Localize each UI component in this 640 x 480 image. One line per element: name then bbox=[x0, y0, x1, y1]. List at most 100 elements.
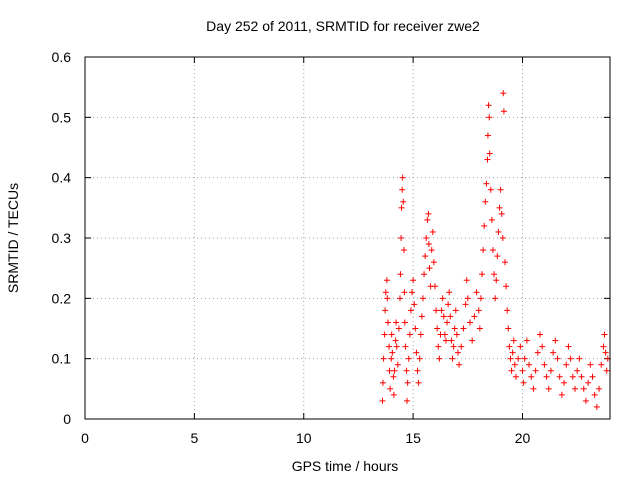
data-point bbox=[495, 228, 502, 235]
data-point bbox=[600, 343, 607, 350]
data-point bbox=[398, 235, 405, 241]
data-point bbox=[418, 313, 425, 320]
data-point bbox=[404, 397, 410, 404]
data-point bbox=[390, 373, 397, 380]
chart-title: Day 252 of 2011, SRMTID for receiver zwe… bbox=[206, 18, 480, 34]
data-point bbox=[558, 391, 565, 398]
data-point bbox=[379, 379, 386, 386]
data-point bbox=[388, 355, 395, 362]
data-point bbox=[602, 349, 609, 356]
data-point bbox=[381, 331, 388, 338]
data-point bbox=[444, 319, 451, 326]
data-point bbox=[469, 337, 476, 344]
data-point bbox=[386, 367, 393, 374]
data-point bbox=[601, 331, 608, 338]
data-point bbox=[467, 319, 473, 326]
data-point bbox=[574, 367, 581, 374]
data-point bbox=[545, 385, 552, 392]
y-tick-label: 0.3 bbox=[52, 230, 72, 246]
data-point bbox=[537, 331, 543, 338]
data-point bbox=[411, 301, 418, 308]
x-tick-label: 0 bbox=[81, 430, 89, 446]
data-point bbox=[399, 186, 406, 193]
data-point bbox=[505, 325, 512, 332]
data-point bbox=[430, 259, 437, 266]
data-point bbox=[523, 337, 530, 344]
data-point bbox=[450, 343, 457, 350]
data-point bbox=[384, 295, 391, 302]
data-point bbox=[392, 337, 399, 344]
data-point bbox=[500, 90, 507, 97]
data-point bbox=[417, 331, 424, 338]
data-point bbox=[383, 277, 390, 284]
data-point bbox=[587, 361, 594, 368]
data-point bbox=[561, 379, 568, 386]
data-point bbox=[483, 180, 490, 187]
data-point bbox=[486, 150, 493, 157]
data-point bbox=[515, 355, 522, 362]
data-point bbox=[410, 277, 417, 284]
data-point bbox=[476, 325, 483, 332]
data-point bbox=[603, 367, 610, 374]
data-point bbox=[567, 355, 574, 362]
data-point bbox=[406, 331, 413, 338]
y-tick-label: 0.2 bbox=[52, 290, 72, 306]
data-point bbox=[432, 283, 438, 290]
data-point bbox=[456, 361, 463, 368]
data-point bbox=[439, 295, 446, 302]
data-point bbox=[598, 361, 605, 368]
y-tick-label: 0.4 bbox=[52, 170, 72, 186]
data-point bbox=[539, 343, 546, 350]
data-point bbox=[496, 204, 503, 211]
data-point bbox=[446, 289, 453, 296]
data-point bbox=[511, 361, 518, 368]
data-point bbox=[391, 367, 398, 374]
data-point bbox=[591, 391, 598, 398]
data-point bbox=[526, 361, 533, 368]
data-point bbox=[442, 337, 449, 344]
data-point bbox=[463, 277, 470, 284]
data-point bbox=[460, 325, 467, 332]
data-point bbox=[454, 349, 461, 356]
data-point bbox=[475, 307, 482, 314]
data-point bbox=[448, 337, 455, 344]
data-point bbox=[428, 247, 435, 254]
data-point bbox=[552, 337, 559, 344]
data-point bbox=[419, 295, 426, 302]
data-point bbox=[503, 283, 510, 290]
data-point bbox=[400, 247, 407, 254]
data-point bbox=[530, 385, 537, 392]
data-point bbox=[487, 186, 494, 193]
data-point bbox=[400, 198, 407, 205]
data-point bbox=[398, 204, 405, 211]
data-point bbox=[563, 361, 570, 368]
data-point bbox=[434, 325, 441, 332]
data-point bbox=[492, 295, 499, 302]
data-point bbox=[382, 289, 389, 296]
data-point bbox=[484, 156, 491, 163]
data-point bbox=[480, 247, 487, 254]
data-point bbox=[394, 361, 401, 368]
y-tick-label: 0.1 bbox=[52, 351, 72, 367]
data-point bbox=[532, 367, 539, 374]
data-point bbox=[493, 277, 500, 284]
data-point bbox=[449, 355, 456, 362]
data-point bbox=[405, 355, 412, 362]
data-point bbox=[569, 373, 576, 380]
data-point bbox=[491, 271, 498, 278]
data-point bbox=[462, 301, 469, 308]
data-point bbox=[415, 379, 422, 386]
data-point bbox=[412, 325, 419, 332]
data-point bbox=[547, 367, 554, 374]
data-point bbox=[389, 349, 396, 356]
data-point bbox=[404, 379, 411, 386]
data-point bbox=[521, 355, 528, 362]
data-point bbox=[435, 343, 442, 350]
data-point bbox=[494, 253, 501, 260]
data-point bbox=[409, 289, 416, 296]
data-point bbox=[441, 331, 448, 338]
data-point bbox=[578, 373, 585, 380]
data-point bbox=[471, 313, 478, 320]
data-point bbox=[407, 307, 414, 314]
